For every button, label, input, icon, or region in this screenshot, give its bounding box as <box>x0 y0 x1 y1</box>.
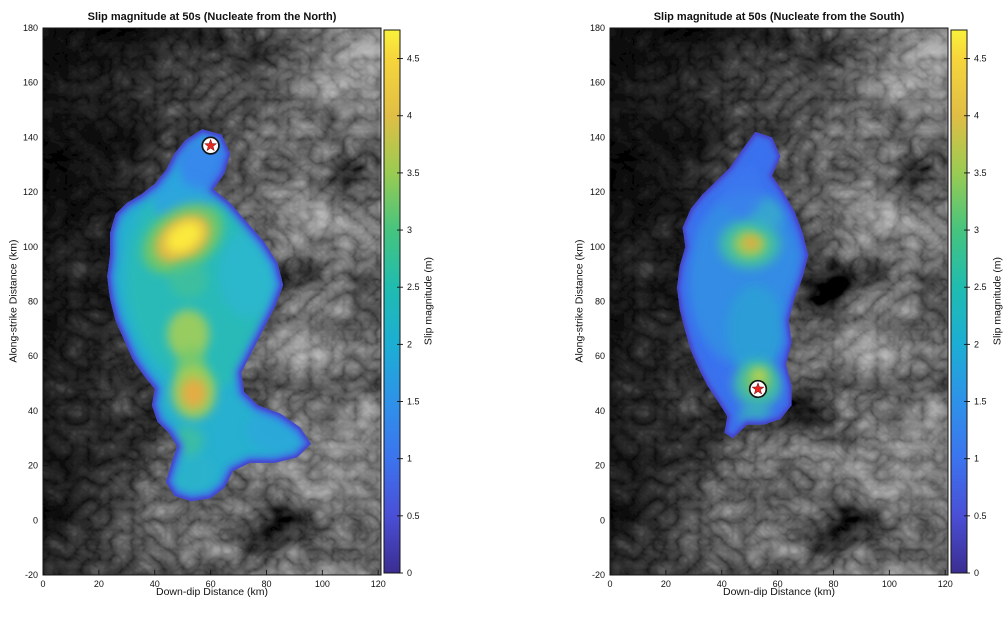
y-tick-label: 180 <box>23 23 38 33</box>
x-axis-label-south: Down-dip Distance (km) <box>722 586 836 598</box>
colorbar-tick-label: 2.5 <box>407 282 420 292</box>
y-tick-label: 180 <box>590 23 605 33</box>
y-tick-label: 20 <box>595 461 605 471</box>
colorbar-tick-label: 1.5 <box>407 397 420 407</box>
y-tick-label: 20 <box>28 461 38 471</box>
y-tick-label: 160 <box>23 78 38 88</box>
y-tick-label: 160 <box>590 78 605 88</box>
x-tick-label: 40 <box>717 579 727 589</box>
x-tick-label: 60 <box>773 579 783 589</box>
slip-map-panel-south: 0 20 40 60 80 100 120-200204060801001201401601… <box>590 23 987 589</box>
y-axis-label-south: Along-strike Distance (km) <box>573 239 586 363</box>
x-tick-label: 60 <box>206 579 216 589</box>
star-icon <box>203 138 218 152</box>
star-icon <box>751 382 765 395</box>
colorbar-tick-label: 3 <box>974 225 979 235</box>
slip-blob <box>168 451 214 496</box>
colorbar-tick-label: 1 <box>974 454 979 464</box>
colorbar-tick-label: 3 <box>407 225 412 235</box>
y-tick-label: 120 <box>590 187 605 197</box>
colorbar-tick-label: 4 <box>974 111 979 121</box>
slip-blob <box>727 285 784 373</box>
colorbar-tick-label: 3.5 <box>974 168 987 178</box>
x-tick-label: 0 <box>607 579 612 589</box>
colorbar-tick-label: 4.5 <box>407 54 420 64</box>
slip-patch-north <box>107 129 312 502</box>
colorbar-label-north: Slip magnitude (m) <box>422 256 435 346</box>
slip-blob <box>742 236 760 250</box>
x-tick-label: 20 <box>661 579 671 589</box>
colorbar-south <box>950 29 968 574</box>
x-tick-label: 100 <box>315 579 330 589</box>
colorbar-tick-label: 2 <box>407 339 412 349</box>
y-tick-label: -20 <box>592 570 605 580</box>
x-tick-label: 120 <box>371 579 386 589</box>
x-axis-label-north: Down-dip Distance (km) <box>155 586 269 598</box>
y-tick-label: -20 <box>25 570 38 580</box>
y-tick-label: 120 <box>23 187 38 197</box>
slip-blob <box>181 378 207 409</box>
slip-blob <box>719 167 764 217</box>
colorbar-tick-label: 0 <box>407 568 412 578</box>
panel-title-south: Slip magnitude at 50s (Nucleate from the… <box>653 11 905 23</box>
y-tick-label: 40 <box>595 406 605 416</box>
y-tick-label: 0 <box>33 515 38 525</box>
y-tick-label: 60 <box>28 351 38 361</box>
colorbar-tick-label: 4.5 <box>974 54 987 64</box>
colorbar-tick-label: 0.5 <box>407 511 420 521</box>
colorbar-label-south: Slip magnitude (m) <box>991 256 1004 346</box>
colorbar-tick-label: 1.5 <box>974 397 987 407</box>
hypocenter-star-marker-north <box>201 136 220 155</box>
y-tick-label: 60 <box>595 351 605 361</box>
colorbar-tick-label: 1 <box>407 454 412 464</box>
panel-title-north: Slip magnitude at 50s (Nucleate from the… <box>87 11 337 23</box>
colorbar-north <box>383 29 401 574</box>
y-tick-label: 40 <box>28 406 38 416</box>
colorbar-tick-label: 2.5 <box>974 282 987 292</box>
y-tick-label: 100 <box>23 242 38 252</box>
colorbar-tick-label: 0 <box>974 568 979 578</box>
y-tick-label: 140 <box>23 132 38 142</box>
slip-blob <box>168 260 208 299</box>
slip-blob <box>753 369 766 382</box>
x-tick-label: 0 <box>40 579 45 589</box>
slip-map-panel-north: 0 20 40 60 80 100 120-200204060801001201401601… <box>23 23 420 589</box>
colorbar-tick-label: 2 <box>974 339 979 349</box>
colorbar-tick-label: 4 <box>407 111 412 121</box>
x-tick-label: 20 <box>94 579 104 589</box>
x-tick-label: 80 <box>828 579 838 589</box>
slip-blob <box>166 221 202 253</box>
y-tick-label: 0 <box>600 515 605 525</box>
y-axis-label-north: Along-strike Distance (km) <box>7 239 20 363</box>
colorbar-tick-label: 0.5 <box>974 511 987 521</box>
y-tick-label: 140 <box>590 132 605 142</box>
hypocenter-star-marker-south <box>748 379 768 399</box>
y-tick-label: 80 <box>595 297 605 307</box>
x-tick-label: 40 <box>150 579 160 589</box>
colorbar-tick-label: 3.5 <box>407 168 420 178</box>
x-tick-label: 120 <box>938 579 953 589</box>
y-tick-label: 80 <box>28 297 38 307</box>
x-tick-label: 80 <box>261 579 271 589</box>
y-tick-label: 100 <box>590 242 605 252</box>
x-tick-label: 100 <box>882 579 897 589</box>
slip-blob <box>167 309 210 359</box>
